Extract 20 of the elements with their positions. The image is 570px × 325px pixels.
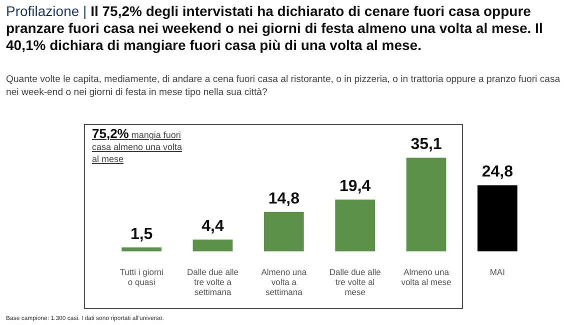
- x-tick-label: Dalle due alle tre volte al mese: [329, 266, 382, 298]
- data-label: 4,4: [202, 218, 224, 236]
- x-tick-label: MAI: [490, 266, 505, 277]
- chart-subtitle: Quante volte le capita, mediamente, di andare a cena fuori casa al ristorante, o in pizzeria, o in trattoria oppure a pranzo fuori casa nei week-end o nei giorni di festa in mese tipo nella sua città?: [6, 74, 562, 99]
- x-tick-label: Tutti i giorni o quasi: [120, 266, 164, 288]
- data-label: 24,8: [482, 164, 514, 181]
- data-label: 14,8: [268, 190, 300, 208]
- bar: [477, 185, 518, 252]
- chart-title: Profilazione | Il 75,2% degli intervistati ha dichiarato di cenare fuori casa oppure pranzare fuori casa nei weekend o nei giorni di festa almeno una volta al mese. Il 40,1% dichiara di mangiare fuori casa più di una volta al mese.: [6, 3, 544, 54]
- annotation: 75,2% mangia fuori casa almeno una volta al mese: [92, 126, 184, 165]
- bar: [192, 240, 233, 252]
- data-label: 35,1: [410, 136, 442, 154]
- bar: [406, 158, 446, 252]
- bar: [335, 200, 376, 252]
- data-label: 1,5: [130, 226, 153, 243]
- x-tick-label: Almeno una volta al mese: [401, 266, 452, 288]
- data-label: 19,4: [340, 178, 371, 196]
- x-tick-label: Almeno una volta a settimana: [261, 266, 307, 298]
- x-tick-label: Dalle due alle tre volte a settimana: [186, 266, 239, 298]
- bar: [264, 212, 304, 252]
